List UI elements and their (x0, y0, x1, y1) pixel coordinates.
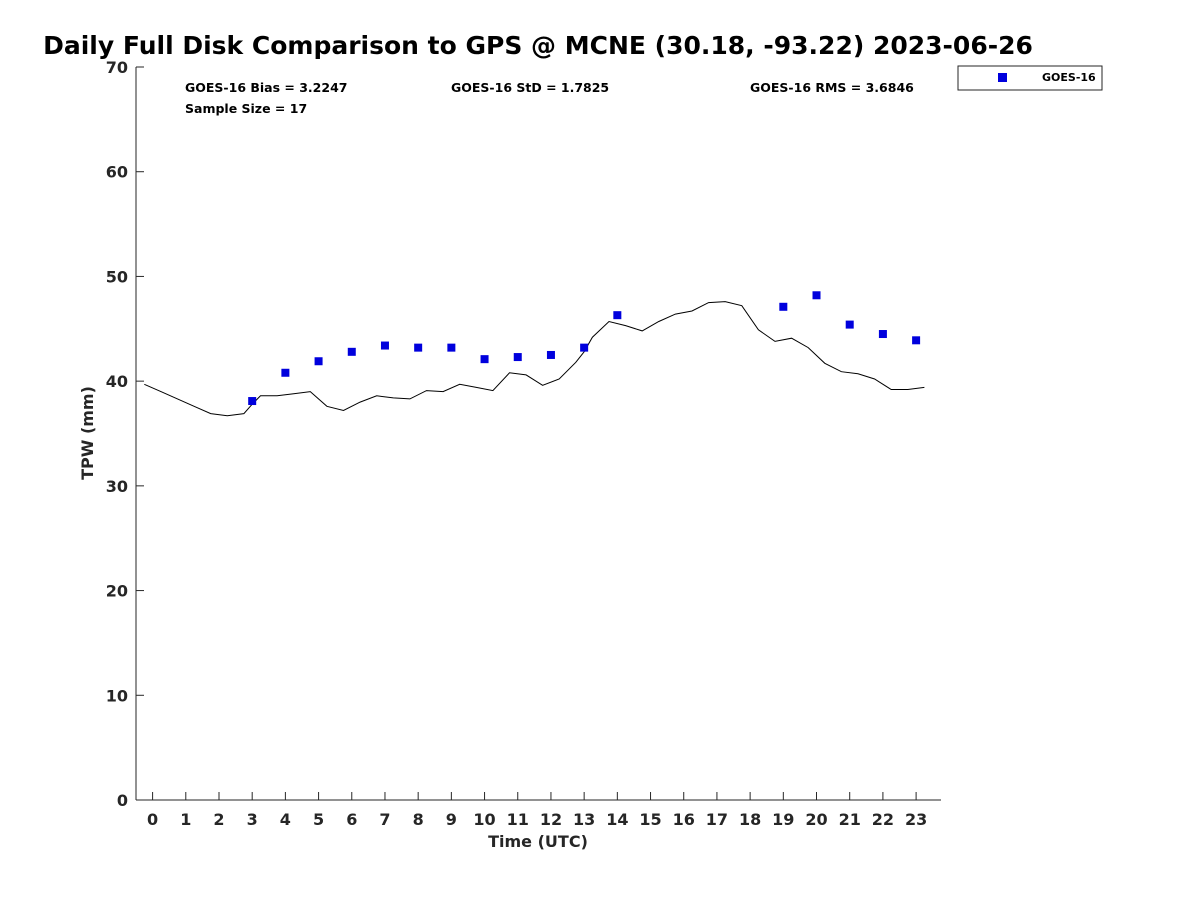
x-tick-label: 5 (313, 810, 324, 829)
y-tick-label: 0 (117, 791, 128, 810)
x-tick-label: 10 (473, 810, 495, 829)
x-ticks: 0 1 2 3 4 5 6 7 8 9 10 11 12 13 14 15 16 17 18 19 20 21 22 23 (147, 792, 927, 829)
goes16-data-point (480, 355, 489, 364)
goes16-data-point (281, 368, 290, 377)
x-tick-label: 21 (839, 810, 861, 829)
y-tick-label: 20 (106, 582, 128, 601)
legend-label: GOES-16 (1042, 71, 1096, 84)
x-tick-label: 14 (606, 810, 628, 829)
bias-stat: GOES-16 Bias = 3.2247 (185, 80, 347, 95)
x-axis-label: Time (UTC) (488, 832, 588, 851)
rms-stat: GOES-16 RMS = 3.6846 (750, 80, 914, 95)
std-stat: GOES-16 StD = 1.7825 (451, 80, 609, 95)
y-tick-label: 10 (106, 686, 128, 705)
x-tick-label: 19 (772, 810, 794, 829)
goes16-data-point (912, 336, 921, 345)
x-tick-label: 16 (673, 810, 695, 829)
x-tick-label: 13 (573, 810, 595, 829)
y-tick-label: 50 (106, 267, 128, 286)
y-tick-label: 70 (106, 58, 128, 77)
sample-size-stat: Sample Size = 17 (185, 101, 307, 116)
x-tick-label: 17 (706, 810, 728, 829)
y-tick-label: 30 (106, 477, 128, 496)
goes16-data-point (248, 397, 257, 406)
goes16-data-point (380, 341, 389, 350)
legend: GOES-16 (957, 65, 1103, 91)
goes16-data-point (878, 330, 887, 339)
x-tick-label: 15 (639, 810, 661, 829)
legend-marker (998, 73, 1007, 82)
goes16-data-point (513, 353, 522, 362)
y-tick-label: 40 (106, 372, 128, 391)
goes16-data-point (447, 343, 456, 352)
x-tick-label: 4 (280, 810, 291, 829)
y-axis-label: TPW (mm) (78, 386, 97, 480)
x-tick-label: 11 (507, 810, 529, 829)
x-tick-label: 6 (346, 810, 357, 829)
goes16-data-point (546, 350, 555, 359)
goes16-data-point (314, 357, 323, 366)
legend-box (957, 65, 1103, 91)
goes16-data-point (347, 347, 356, 356)
x-tick-label: 7 (379, 810, 390, 829)
x-tick-label: 8 (413, 810, 424, 829)
goes16-data-point (613, 311, 622, 320)
goes16-data-point (779, 302, 788, 311)
goes16-data-point (580, 343, 589, 352)
x-tick-label: 3 (247, 810, 258, 829)
chart-title: Daily Full Disk Comparison to GPS @ MCNE… (43, 31, 1033, 60)
x-tick-label: 20 (805, 810, 827, 829)
goes16-data-point (812, 291, 821, 300)
goes16-data-point (845, 320, 854, 329)
y-ticks: 0 10 20 30 40 50 60 70 (106, 58, 144, 810)
x-tick-label: 18 (739, 810, 761, 829)
y-tick-label: 60 (106, 163, 128, 182)
gps-tpw-line (144, 301, 925, 417)
plot-area (144, 291, 925, 417)
goes16-data-point (414, 343, 423, 352)
x-tick-label: 9 (446, 810, 457, 829)
x-tick-label: 2 (213, 810, 224, 829)
x-tick-label: 22 (872, 810, 894, 829)
x-tick-label: 23 (905, 810, 927, 829)
x-tick-label: 12 (540, 810, 562, 829)
x-tick-label: 0 (147, 810, 158, 829)
axes (135, 67, 941, 801)
x-tick-label: 1 (180, 810, 191, 829)
